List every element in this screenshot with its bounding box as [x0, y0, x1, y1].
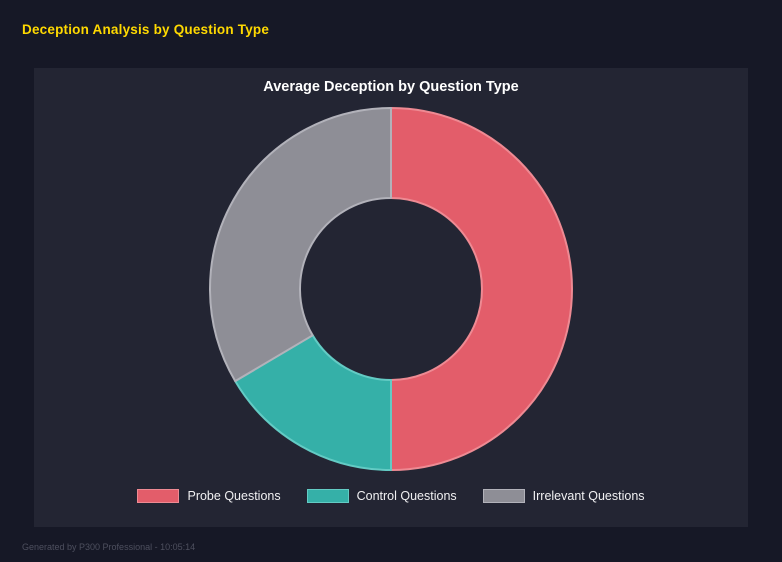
page-title: Deception Analysis by Question Type: [22, 22, 270, 37]
legend-swatch-irrelevant: [482, 489, 525, 503]
donut-segment-probe[interactable]: [390, 107, 573, 471]
legend-label-control: Control Questions: [356, 489, 457, 503]
legend-item-irrelevant[interactable]: Irrelevant Questions: [482, 489, 645, 503]
legend-swatch-control: [306, 489, 349, 503]
donut-chart-area: [203, 101, 579, 477]
chart-title: Average Deception by Question Type: [263, 79, 519, 95]
chart-legend: Probe Questions Control Questions Irrele…: [137, 489, 645, 503]
legend-label-probe: Probe Questions: [187, 489, 281, 503]
legend-item-probe[interactable]: Probe Questions: [137, 489, 281, 503]
donut-segment-control[interactable]: [234, 334, 392, 471]
donut-segment-irrelevant[interactable]: [209, 107, 392, 383]
legend-swatch-probe: [137, 489, 180, 503]
donut-chart: [209, 107, 573, 471]
footer-text: Generated by P300 Professional - 10:05:1…: [22, 542, 196, 552]
legend-item-control[interactable]: Control Questions: [306, 489, 457, 503]
chart-panel: Average Deception by Question Type Probe…: [34, 68, 748, 527]
legend-label-irrelevant: Irrelevant Questions: [532, 489, 645, 503]
